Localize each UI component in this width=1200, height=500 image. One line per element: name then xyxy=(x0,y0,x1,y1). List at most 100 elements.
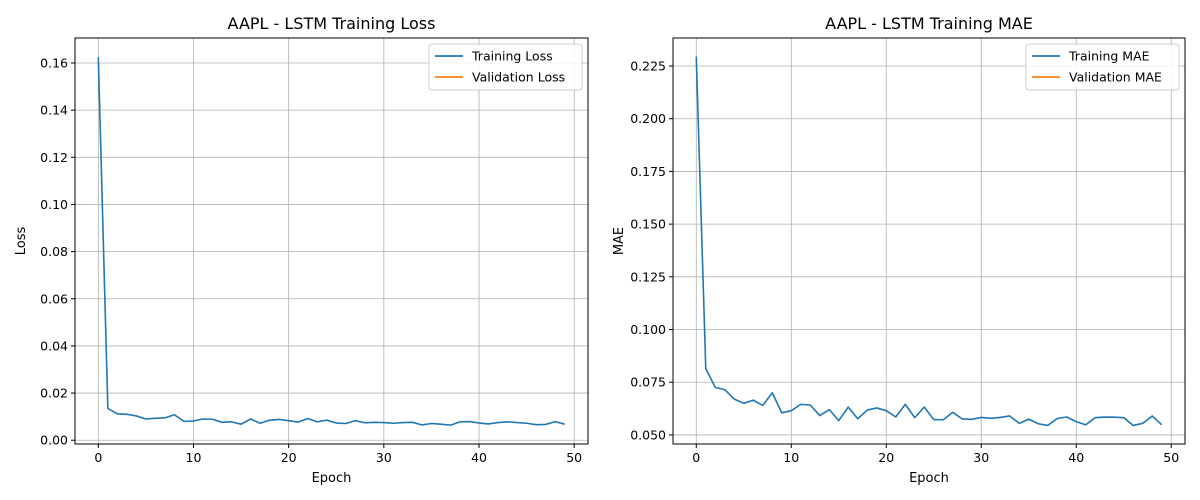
data-point xyxy=(1066,416,1068,418)
data-point xyxy=(1151,415,1153,417)
y-tick-label: 0.08 xyxy=(40,244,68,259)
data-point xyxy=(136,415,138,417)
data-point xyxy=(516,422,518,424)
x-axis-label: Epoch xyxy=(312,471,352,486)
y-axis-label: MAE xyxy=(612,227,627,255)
data-point xyxy=(1009,415,1011,417)
data-point xyxy=(857,418,859,420)
data-point xyxy=(819,415,821,417)
x-tick-label: 10 xyxy=(186,450,202,465)
data-point xyxy=(1142,423,1144,425)
y-tick-label: 0.10 xyxy=(40,197,68,212)
legend: Training MAE Validation MAE xyxy=(1025,43,1180,91)
data-point xyxy=(733,398,735,400)
data-point xyxy=(326,419,328,421)
x-tick-label: 0 xyxy=(692,450,700,465)
data-point xyxy=(164,417,166,419)
series-line-1 xyxy=(97,57,565,426)
chart-title: AAPL - LSTM Training Loss xyxy=(228,14,436,33)
data-point xyxy=(695,56,697,58)
x-tick-label: 20 xyxy=(281,450,297,465)
legend: Training Loss Validation Loss xyxy=(428,43,583,91)
x-tick-label: 30 xyxy=(376,450,392,465)
y-tick-label: 0.075 xyxy=(630,375,666,390)
data-point xyxy=(297,421,299,423)
data-point xyxy=(1132,425,1134,427)
y-tick-label: 0.050 xyxy=(630,427,666,442)
data-point xyxy=(961,418,963,420)
data-point xyxy=(412,422,414,424)
data-point xyxy=(202,418,204,420)
data-point xyxy=(914,417,916,419)
data-point xyxy=(107,408,109,410)
data-point xyxy=(904,404,906,406)
data-point xyxy=(923,406,925,408)
data-point xyxy=(705,368,707,370)
data-point xyxy=(1056,418,1058,420)
data-point xyxy=(212,418,214,420)
plot-frame xyxy=(74,37,589,445)
data-point xyxy=(1104,416,1106,418)
data-point xyxy=(885,410,887,412)
data-point xyxy=(545,424,547,426)
data-point xyxy=(250,418,252,420)
x-tick-label: 40 xyxy=(1068,450,1084,465)
data-point xyxy=(364,422,366,424)
data-point xyxy=(1123,417,1125,419)
x-tick-label: 50 xyxy=(566,450,582,465)
data-point xyxy=(762,405,764,407)
data-point xyxy=(781,412,783,414)
data-point xyxy=(278,419,280,421)
legend-box xyxy=(428,43,583,91)
y-tick-label: 0.200 xyxy=(630,111,666,126)
data-point xyxy=(1085,424,1087,426)
data-point xyxy=(752,399,754,401)
x-tick-label: 10 xyxy=(783,450,799,465)
data-point xyxy=(259,422,261,424)
data-point xyxy=(193,420,195,422)
data-point xyxy=(1094,417,1096,419)
data-point xyxy=(183,421,185,423)
y-tick-label: 0.06 xyxy=(40,291,68,306)
data-point xyxy=(383,422,385,424)
y-tick-label: 0.02 xyxy=(40,386,68,401)
y-tick-label: 0.175 xyxy=(630,164,666,179)
x-tick-label: 20 xyxy=(878,450,894,465)
data-point xyxy=(145,418,147,420)
data-point xyxy=(771,392,773,394)
y-tick-label: 0.14 xyxy=(40,103,68,118)
data-point xyxy=(564,423,566,425)
data-point xyxy=(288,420,290,422)
data-point xyxy=(790,410,792,412)
data-point xyxy=(895,416,897,418)
data-point xyxy=(980,417,982,419)
data-point xyxy=(838,420,840,422)
data-point xyxy=(952,412,954,414)
legend-label: Validation MAE xyxy=(1069,70,1162,85)
data-point xyxy=(488,423,490,425)
legend-label: Training MAE xyxy=(1068,49,1150,64)
legend-label: Training Loss xyxy=(471,49,553,64)
data-point xyxy=(847,406,849,408)
data-point xyxy=(98,56,100,58)
data-point xyxy=(1037,423,1039,425)
data-point xyxy=(421,424,423,426)
data-point xyxy=(335,422,337,424)
x-tick-label: 30 xyxy=(973,450,989,465)
data-point xyxy=(450,424,452,426)
y-tick-label: 0.12 xyxy=(40,150,68,165)
data-point xyxy=(374,422,376,424)
data-point xyxy=(866,409,868,411)
data-point xyxy=(402,422,404,424)
chart-1: 0 10 20 30 40 50 0.00 0.02 0.04 0.06 0.08 0.10 0.12 0… xyxy=(14,14,589,486)
y-tick-label: 0.225 xyxy=(630,59,666,74)
data-point xyxy=(876,407,878,409)
data-point xyxy=(724,389,726,391)
data-point xyxy=(714,387,716,389)
data-point xyxy=(809,404,811,406)
data-point xyxy=(554,421,556,423)
data-point xyxy=(240,423,242,425)
data-point xyxy=(431,423,433,425)
data-point xyxy=(469,421,471,423)
y-tick-label: 0.125 xyxy=(630,269,666,284)
